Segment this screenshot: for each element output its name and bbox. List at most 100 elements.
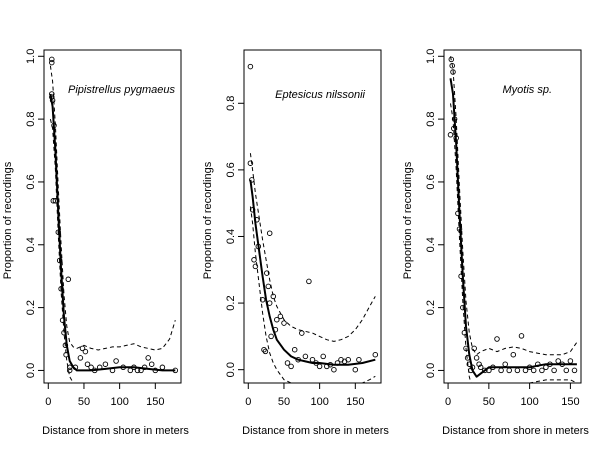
data-point xyxy=(291,346,298,353)
data-point xyxy=(131,364,137,371)
data-point xyxy=(52,198,59,204)
data-point xyxy=(249,207,256,213)
data-point xyxy=(134,367,141,374)
x-tick-label: 150 xyxy=(561,396,579,408)
data-point xyxy=(261,346,267,353)
data-point xyxy=(61,329,67,336)
plot-frame xyxy=(443,49,582,384)
x-axis-title: Distance from shore in meters xyxy=(42,425,189,437)
data-point xyxy=(571,367,578,374)
data-point xyxy=(82,348,89,355)
data-point xyxy=(109,367,116,374)
data-point xyxy=(49,56,55,63)
data-point xyxy=(277,313,284,320)
data-point xyxy=(327,361,334,368)
series-group xyxy=(449,56,578,383)
x-tick-label: 150 xyxy=(346,396,364,408)
x-tick-label: 0 xyxy=(45,396,51,408)
series-line-fit xyxy=(249,179,376,366)
data-point xyxy=(49,59,55,66)
x-tick-label: 100 xyxy=(110,396,128,408)
data-point xyxy=(490,364,496,371)
series-group xyxy=(249,153,376,383)
data-point xyxy=(450,69,456,75)
x-tick-label: 100 xyxy=(520,396,538,408)
y-tick-label: 1.0 xyxy=(25,49,37,64)
data-point xyxy=(249,177,255,183)
data-point xyxy=(334,360,341,366)
data-point xyxy=(320,353,326,360)
y-tick-label: 0.6 xyxy=(425,174,437,189)
data-point xyxy=(476,361,482,367)
y-tick-label: 0.8 xyxy=(225,96,237,111)
data-point xyxy=(535,361,541,367)
data-point xyxy=(547,361,553,367)
data-point xyxy=(72,364,79,371)
data-point xyxy=(259,297,266,303)
y-tick-label: 0.6 xyxy=(225,162,237,177)
data-point xyxy=(113,358,119,364)
data-point xyxy=(91,367,98,374)
data-point xyxy=(59,317,66,323)
species-title: Pipistrellus pygmaeus xyxy=(68,84,175,96)
data-point xyxy=(77,355,84,361)
data-point xyxy=(486,367,492,374)
data-point xyxy=(510,351,517,358)
data-point xyxy=(288,363,294,370)
x-tick-label: 0 xyxy=(245,396,251,408)
x-tick-label: 150 xyxy=(146,396,164,408)
data-point xyxy=(266,300,273,306)
data-point xyxy=(494,336,500,342)
data-point xyxy=(456,226,463,232)
data-point xyxy=(352,366,359,373)
data-point xyxy=(316,363,323,370)
series-line-fit xyxy=(449,78,577,378)
data-point xyxy=(55,229,62,235)
y-tick-label: 0.0 xyxy=(425,363,437,378)
data-point xyxy=(498,367,504,374)
data-point xyxy=(264,270,270,276)
data-point xyxy=(268,333,274,340)
data-point xyxy=(58,286,64,292)
data-point xyxy=(477,364,484,371)
series-line-upper xyxy=(249,153,376,342)
data-point xyxy=(62,342,69,349)
data-point xyxy=(272,326,279,333)
y-axis-title: Proportion of recordings xyxy=(2,161,14,279)
data-point xyxy=(49,91,55,97)
data-point xyxy=(66,367,73,374)
data-point xyxy=(563,367,570,374)
data-point xyxy=(251,257,257,263)
data-point xyxy=(51,122,57,129)
data-point xyxy=(159,364,166,371)
data-point xyxy=(84,361,91,367)
x-tick-label: 50 xyxy=(483,396,495,408)
data-point xyxy=(247,63,254,70)
data-point xyxy=(254,217,260,223)
panel-myotis-sp: 0 50 100 150 0.0 0.2 0.4 0.6 0.8 1.0 Distance from… xyxy=(402,49,589,437)
data-point xyxy=(88,364,94,371)
y-tick-label: 0.2 xyxy=(25,300,37,315)
data-point xyxy=(466,361,473,367)
y-tick-label: 0.4 xyxy=(225,229,237,244)
data-point xyxy=(50,198,57,204)
y-tick-label: 0.6 xyxy=(25,174,37,189)
data-point xyxy=(49,94,55,100)
data-point xyxy=(266,230,273,236)
y-axis-title: Proportion of recordings xyxy=(202,161,214,279)
data-point xyxy=(331,366,337,373)
data-point xyxy=(255,243,262,250)
data-point xyxy=(539,367,545,374)
data-point xyxy=(284,360,291,366)
data-point xyxy=(455,210,461,217)
y-tick-label: 1.0 xyxy=(425,49,437,64)
data-point xyxy=(473,355,480,361)
species-title: Eptesicus nilssonii xyxy=(275,89,365,101)
x-axis-title: Distance from shore in meters xyxy=(442,425,589,437)
data-point xyxy=(306,278,312,285)
data-point xyxy=(274,316,280,323)
x-axis-title: Distance from shore in meters xyxy=(242,425,389,437)
data-point xyxy=(120,364,126,371)
series-line-lower xyxy=(49,118,176,383)
